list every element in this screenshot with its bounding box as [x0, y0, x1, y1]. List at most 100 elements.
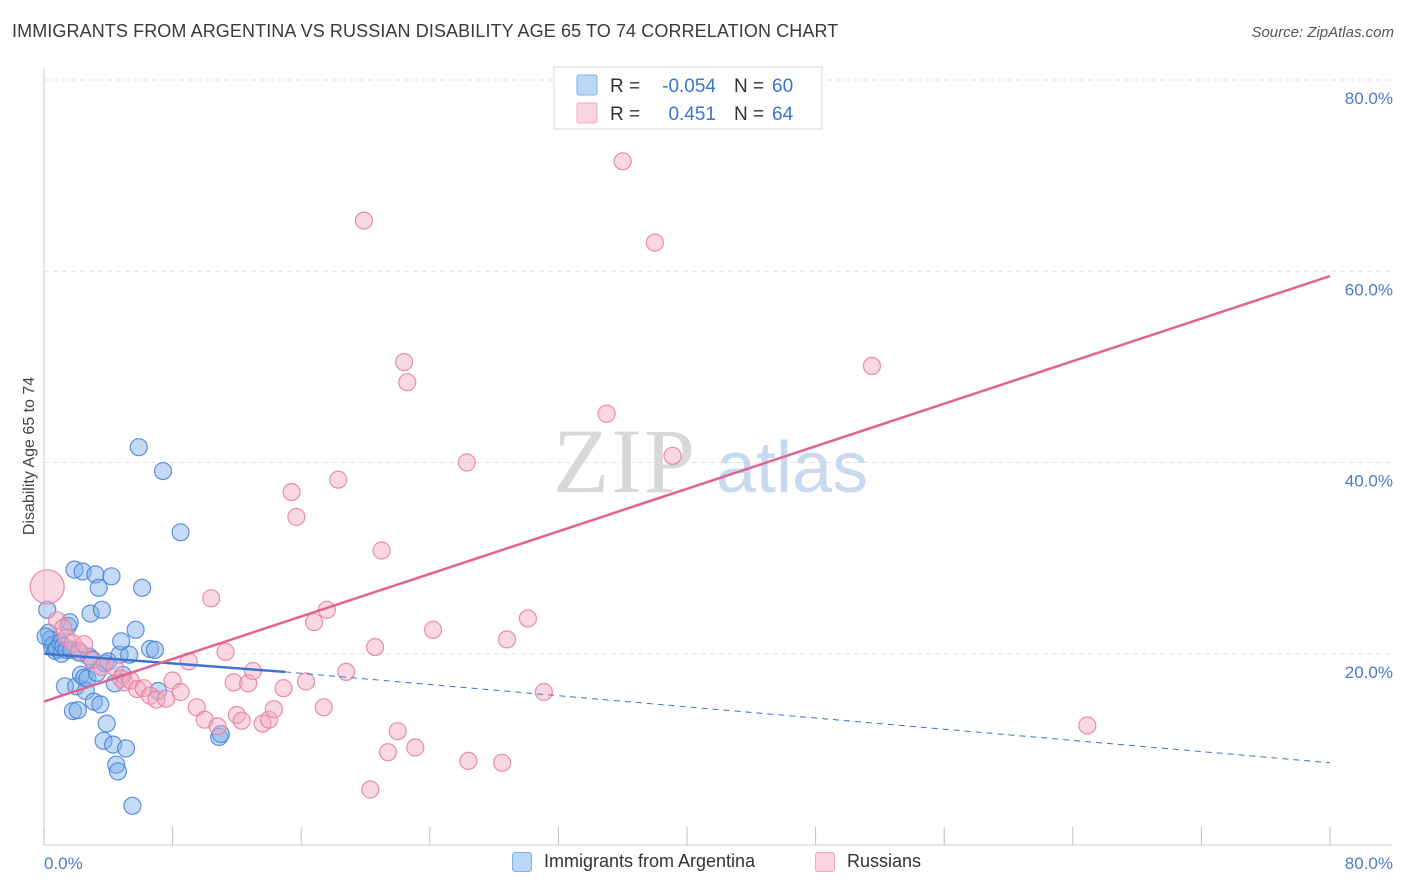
point-argentina-56 [171, 523, 190, 542]
point-russians-65 [1078, 716, 1097, 735]
point-argentina-59 [36, 627, 55, 646]
legend-item-russians: Russians [815, 851, 921, 872]
stats-n-label-2: N = [734, 104, 764, 125]
point-russians-37 [296, 672, 316, 691]
point-argentina-38 [102, 567, 121, 586]
point-russians-33 [264, 700, 283, 719]
y-tick-label-3: 80.0% [1345, 89, 1393, 108]
y-axis-label: Disability Age 65 to 74 [21, 377, 38, 535]
tick-labels: 20.0% 40.0% 60.0% 80.0% 0.0% 80.0% [44, 89, 1393, 873]
point-russians-19 [171, 682, 190, 702]
legend-label-argentina: Immigrants from Argentina [544, 851, 756, 871]
source-note: Source: ZipAtlas.com [1251, 24, 1394, 41]
point-russians-44 [361, 780, 380, 799]
stats-legend-box [553, 66, 823, 130]
point-argentina-18 [68, 701, 87, 720]
stats-swatch-pink [576, 102, 598, 124]
point-russians-16 [147, 690, 166, 709]
point-russians-2 [54, 618, 73, 638]
point-russians-43 [354, 211, 373, 230]
stats-r-value-1: -0.054 [662, 76, 716, 97]
point-argentina-42 [108, 762, 128, 781]
point-russians-0 [29, 569, 65, 605]
stats-r-label-2: R = [610, 104, 640, 125]
point-russians-35 [282, 483, 301, 502]
point-argentina-44 [112, 632, 131, 651]
point-argentina-31 [89, 578, 108, 597]
point-russians-23 [202, 589, 221, 608]
point-russians-64 [862, 356, 882, 375]
point-argentina-50 [129, 438, 148, 457]
point-russians-52 [423, 620, 443, 639]
point-argentina-33 [92, 600, 112, 619]
point-russians-59 [597, 404, 616, 423]
point-argentina-41 [107, 755, 126, 774]
y-tick-label-0: 20.0% [1345, 663, 1393, 682]
data-points [29, 69, 1097, 815]
legend-label-russians: Russians [847, 851, 922, 871]
point-russians-55 [493, 753, 512, 772]
stats-n-value-2: 64 [772, 104, 794, 125]
point-argentina-48 [123, 796, 142, 815]
axes [43, 68, 1392, 846]
point-russians-62 [663, 446, 682, 465]
stats-r-label-1: R = [610, 76, 640, 97]
point-russians-56 [497, 630, 517, 649]
point-russians-47 [378, 743, 398, 762]
point-russians-60 [613, 152, 632, 171]
legend-item-argentina: Immigrants from Argentina [512, 851, 755, 872]
point-argentina-29 [86, 565, 105, 584]
point-argentina-53 [145, 640, 164, 660]
stats-legend: R = -0.054 N = 60 R = 0.451 N = 64 [553, 66, 823, 130]
point-argentina-55 [153, 462, 173, 481]
point-russians-53 [457, 453, 476, 472]
point-argentina-36 [97, 714, 116, 733]
watermark-atlas: atlas [716, 428, 868, 508]
point-russians-32 [259, 710, 279, 729]
y-tick-label-1: 40.0% [1345, 472, 1393, 491]
point-russians-26 [224, 673, 243, 692]
x-tick-label-1: 80.0% [1345, 854, 1393, 873]
point-argentina-34 [94, 731, 113, 750]
point-russians-38 [305, 613, 324, 632]
point-russians-50 [398, 373, 417, 392]
y-tick-label-2: 60.0% [1345, 280, 1393, 299]
trend-line-russians [43, 274, 1331, 703]
point-russians-28 [232, 711, 251, 730]
point-russians-46 [372, 541, 391, 560]
point-russians-25 [216, 642, 235, 661]
point-russians-61 [645, 233, 665, 252]
trend-lines [43, 274, 1331, 764]
legend-swatch-argentina [512, 851, 532, 872]
stats-n-label-1: N = [734, 76, 764, 97]
watermark: ZIP atlas [553, 410, 868, 512]
point-russians-42 [337, 662, 356, 682]
point-russians-27 [227, 705, 246, 725]
point-russians-24 [208, 717, 227, 736]
chart-title: IMMIGRANTS FROM ARGENTINA VS RUSSIAN DIS… [12, 21, 839, 41]
stats-r-value-2: 0.451 [668, 104, 716, 125]
point-russians-57 [518, 609, 538, 628]
point-russians-39 [314, 698, 333, 717]
point-russians-14 [134, 679, 153, 698]
point-argentina-49 [126, 620, 145, 639]
point-russians-54 [459, 751, 478, 771]
stats-swatch-blue [576, 74, 598, 96]
trend-line-argentina-extension [285, 671, 1331, 764]
point-argentina-51 [133, 578, 152, 597]
x-tick-label-0: 0.0% [44, 854, 83, 873]
stats-n-value-1: 60 [772, 76, 793, 97]
point-russians-41 [329, 470, 348, 489]
legend-swatch-russians [815, 851, 835, 872]
point-argentina-46 [116, 739, 136, 758]
point-russians-34 [274, 679, 293, 698]
point-argentina-32 [91, 695, 110, 714]
point-russians-1 [47, 611, 67, 630]
point-russians-51 [406, 738, 425, 757]
point-russians-48 [388, 722, 407, 741]
point-russians-6 [75, 635, 94, 654]
point-argentina-26 [81, 604, 100, 623]
bottom-legend: Immigrants from Argentina Russians [0, 851, 1406, 879]
point-russians-49 [395, 353, 414, 372]
